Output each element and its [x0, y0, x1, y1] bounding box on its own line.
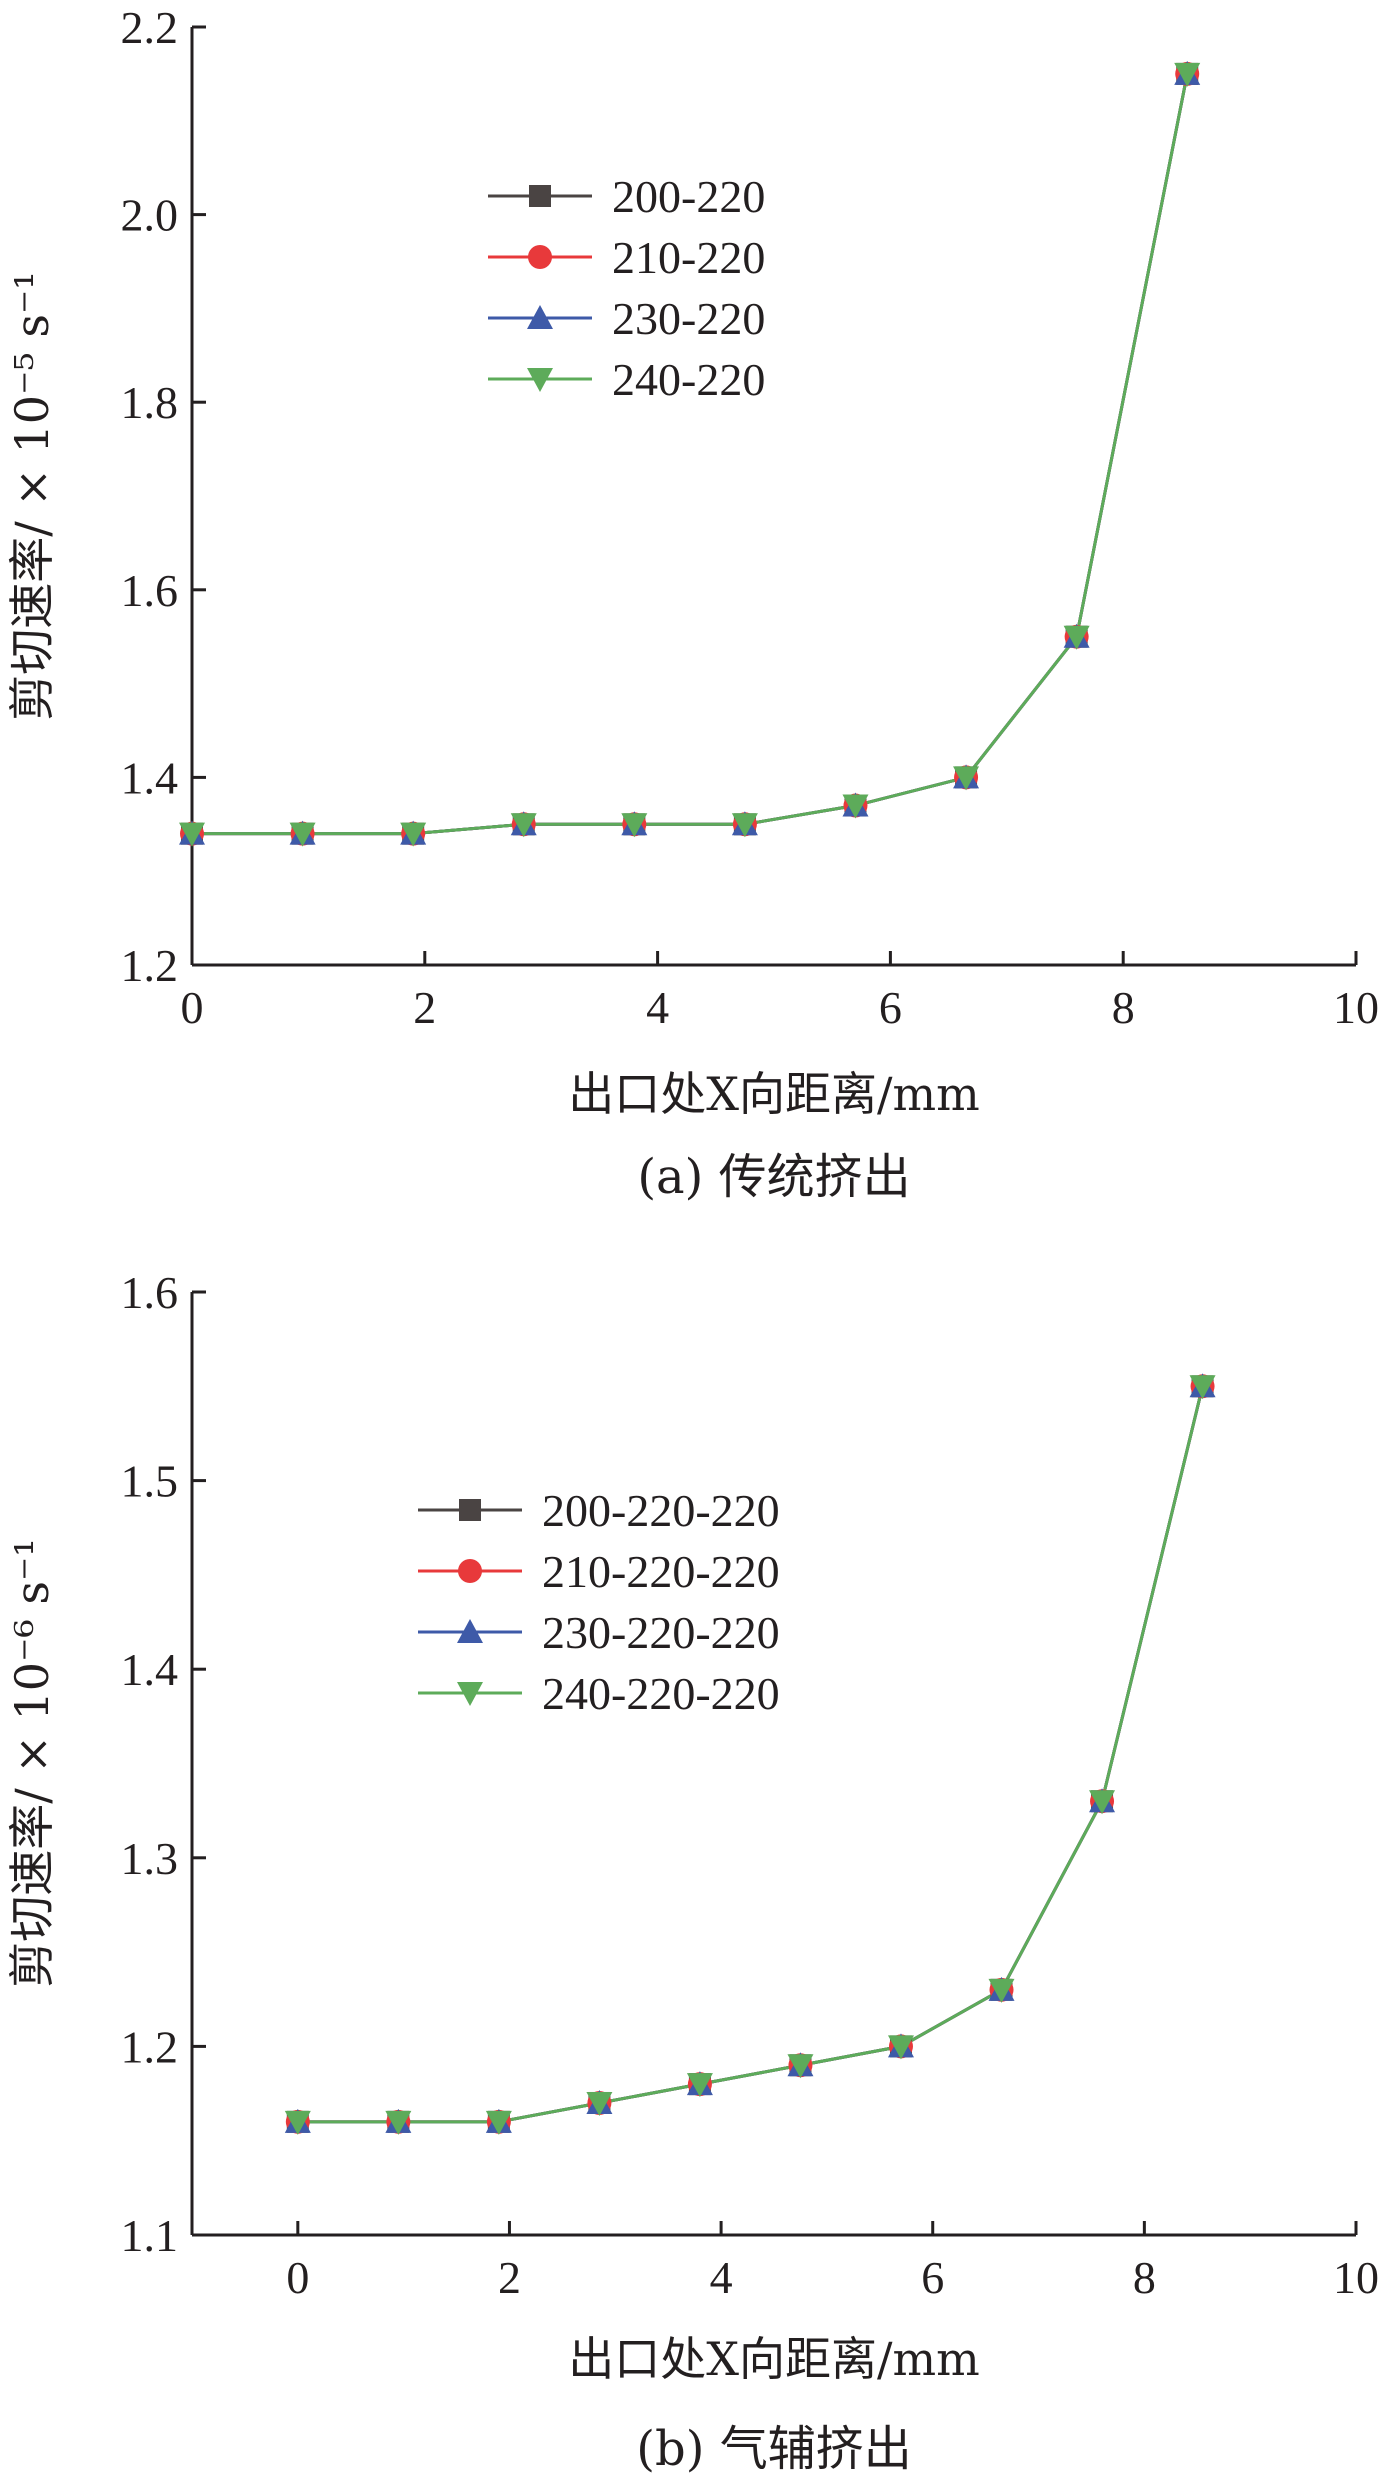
- chart-a-markers: [179, 60, 1201, 847]
- chart-a-data-point: [1174, 62, 1201, 87]
- chart-b-data-point: [1089, 1790, 1116, 1815]
- chart-a-data-point: [1063, 625, 1090, 650]
- chart-b-legend-label: 200-220-220: [542, 1485, 780, 1536]
- chart-a-legend-marker: [527, 368, 553, 392]
- chart-b-legend-label: 240-220-220: [542, 1668, 780, 1719]
- chart-a-y-tick-label: 2.2: [121, 2, 179, 53]
- chart-a-legend-label: 200-220: [612, 171, 765, 222]
- chart-b-x-axis-title: 出口处X向距离/mm: [568, 2332, 979, 2386]
- chart-b-y-tick-label: 1.1: [121, 2210, 179, 2261]
- chart-b-series-line-4: [297, 1385, 1205, 2124]
- chart-b-legend-marker: [458, 1559, 482, 1583]
- chart-a-y-tick-label: 2.0: [121, 190, 179, 241]
- chart-b-x-tick-label: 4: [710, 2252, 733, 2303]
- chart-a-data-point: [953, 766, 980, 791]
- chart-b-y-tick-label: 1.6: [121, 1267, 179, 1318]
- chart-b-y-axis-title: 剪切速率/ × 10⁻⁶ s⁻¹: [5, 1538, 59, 1988]
- chart-b-legend: 200-220-220 210-220-220 230-220-220 240-220…: [418, 1485, 780, 1719]
- chart-a-x-axis-title: 出口处X向距离/mm: [568, 1067, 979, 1121]
- chart-a-legend-label: 230-220: [612, 293, 765, 344]
- chart-a-y-axis-title: 剪切速率/ × 10⁻⁵ s⁻¹: [5, 271, 59, 721]
- chart-b-data-point: [284, 2110, 311, 2135]
- chart-b-x-tick-label: 8: [1133, 2252, 1156, 2303]
- chart-b-y-tick-label: 1.2: [121, 2021, 179, 2072]
- chart-b-x-tick-label: 0: [286, 2252, 309, 2303]
- chart-a-legend-marker: [528, 245, 552, 269]
- chart-b: 0 2 4 6 8 10 1.1 1.2 1.3 1.4 1.5 1.6 200-220-220 210…: [5, 1267, 1379, 2477]
- chart-a-y-tick-label: 1.6: [121, 565, 179, 616]
- chart-b-data-point: [887, 2035, 914, 2060]
- chart-a-x-tick-label: 2: [413, 982, 436, 1033]
- chart-b-data-point: [787, 2054, 814, 2079]
- chart-a-series-line-4: [192, 73, 1189, 836]
- chart-b-x-tick-label: 2: [498, 2252, 521, 2303]
- chart-a-x-tick-label: 10: [1333, 982, 1379, 1033]
- chart-a-x-tick-label: 6: [879, 982, 902, 1033]
- chart-b-legend-marker: [459, 1499, 481, 1521]
- chart-a-data-point: [179, 822, 205, 847]
- chart-a-data-point: [510, 813, 537, 838]
- chart-a-x-tick-label: 0: [181, 982, 204, 1033]
- chart-b-legend-label: 230-220-220: [542, 1607, 780, 1658]
- chart-b-y-tick-label: 1.5: [121, 1456, 179, 1507]
- chart-b-data-point: [686, 2073, 713, 2098]
- chart-a-ticks: 0 2 4 6 8 10 1.2 1.4 1.6 1.8 2.0 2.2: [121, 2, 1380, 1033]
- chart-b-data-point: [988, 1978, 1015, 2003]
- chart-a-legend-label: 210-220: [612, 232, 765, 283]
- chart-b-y-tick-label: 1.3: [121, 1833, 179, 1884]
- chart-b-legend-marker: [457, 1619, 483, 1643]
- chart-a-data-point: [621, 813, 648, 838]
- chart-a-data-point: [289, 822, 316, 847]
- chart-b-legend-marker: [457, 1682, 483, 1706]
- chart-a-legend: 200-220 210-220 230-220 240-220: [488, 171, 765, 405]
- chart-a-data-point: [842, 794, 869, 819]
- chart-b-y-tick-label: 1.4: [121, 1644, 179, 1695]
- chart-a-y-tick-label: 1.4: [121, 752, 179, 803]
- chart-a-data-point: [400, 822, 427, 847]
- chart-b-data-point: [485, 2110, 512, 2135]
- chart-a-series-lines: [192, 73, 1189, 836]
- chart-a-y-tick-label: 1.2: [121, 940, 179, 991]
- chart-b-markers: [284, 1373, 1216, 2135]
- chart-a-legend-marker: [527, 305, 553, 329]
- chart-a-x-tick-label: 8: [1112, 982, 1135, 1033]
- chart-a-x-tick-label: 4: [646, 982, 669, 1033]
- chart-a-y-tick-label: 1.8: [121, 377, 179, 428]
- chart-a-legend-marker: [529, 185, 551, 207]
- chart-a-caption: (a) 传统挤出: [637, 1149, 910, 1205]
- chart-b-data-point: [1189, 1375, 1216, 1400]
- chart-b-data-point: [586, 2091, 613, 2116]
- chart-b-series-lines: [297, 1385, 1205, 2124]
- chart-b-data-point: [385, 2110, 412, 2135]
- chart-a: 0 2 4 6 8 10 1.2 1.4 1.6 1.8 2.0 2.2 200-220 210-220…: [5, 2, 1379, 1205]
- chart-b-x-tick-label: 10: [1333, 2252, 1379, 2303]
- chart-b-legend-label: 210-220-220: [542, 1546, 780, 1597]
- chart-b-ticks: 0 2 4 6 8 10 1.1 1.2 1.3 1.4 1.5 1.6: [121, 1267, 1380, 2303]
- chart-b-caption: (b) 气辅挤出: [636, 2421, 911, 2477]
- chart-b-x-tick-label: 6: [921, 2252, 944, 2303]
- chart-a-legend-label: 240-220: [612, 354, 765, 405]
- chart-a-data-point: [731, 813, 758, 838]
